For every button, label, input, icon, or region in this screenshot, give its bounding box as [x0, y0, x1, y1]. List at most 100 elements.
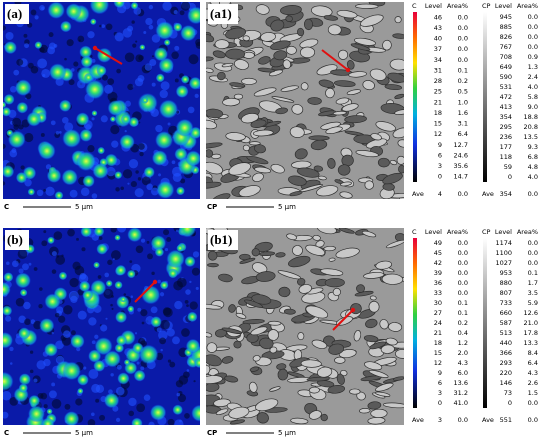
speckle: [51, 382, 56, 387]
grain: [365, 318, 378, 329]
grain: [328, 257, 336, 262]
grain: [252, 129, 274, 137]
speckle: [70, 330, 76, 336]
hot-spot: [180, 24, 197, 42]
legend-element: C: [412, 228, 417, 236]
speckle: [59, 131, 62, 134]
hot-spot: [172, 404, 183, 416]
speckle: [179, 10, 185, 16]
hot-spot: [105, 279, 113, 288]
hot-spot: [180, 75, 190, 84]
speckle: [181, 328, 190, 337]
legend-level-header: Level: [425, 2, 442, 10]
grain: [336, 373, 345, 385]
grain: [225, 48, 246, 60]
speckle: [56, 255, 59, 258]
legend-level: 587: [500, 319, 512, 327]
legend-level: 885: [500, 23, 512, 31]
grain: [316, 185, 339, 197]
grain: [308, 386, 320, 394]
hot-spot: [184, 255, 196, 268]
speckle: [95, 398, 100, 403]
grain: [338, 349, 357, 359]
grain: [297, 332, 305, 341]
speckle: [146, 183, 153, 191]
hot-spot: [41, 417, 55, 425]
grain: [395, 349, 404, 359]
hot-spot: [7, 130, 26, 149]
hot-spot: [178, 228, 197, 238]
hot-spot: [3, 272, 14, 283]
legend-level: 0: [438, 399, 442, 407]
hot-spot: [27, 188, 36, 196]
grain: [392, 127, 404, 139]
legend-area: 0.0: [458, 13, 468, 21]
hot-spot: [185, 150, 200, 167]
speckle: [104, 272, 110, 278]
legend-area: 0.0: [458, 24, 468, 32]
hot-spot: [28, 394, 41, 407]
speckle: [141, 321, 145, 325]
legend-area: 0.1: [458, 309, 468, 317]
hot-spot: [167, 268, 178, 279]
speckle: [116, 364, 122, 370]
grain: [206, 149, 214, 158]
grain: [346, 60, 355, 70]
speckle: [64, 57, 67, 61]
speckle: [122, 169, 133, 179]
speckle: [72, 261, 81, 270]
legend-ave-area: 0.0: [528, 416, 538, 424]
grain: [206, 161, 224, 175]
legend-level: 33: [434, 289, 442, 297]
panel-label: (b1): [210, 232, 232, 247]
hot-spot: [47, 2, 65, 19]
legend-area: 0.2: [458, 77, 468, 85]
grain: [375, 260, 392, 270]
map-element: CP: [207, 203, 217, 211]
speckle: [174, 419, 184, 425]
speckle: [186, 304, 189, 307]
grain: [283, 308, 296, 315]
hot-spot: [18, 383, 29, 393]
speckle: [55, 255, 66, 265]
legend-level: 236: [500, 133, 512, 141]
speckle: [55, 340, 64, 350]
speckle: [185, 289, 191, 295]
legend-level: 21: [434, 98, 442, 106]
grain: [228, 162, 252, 176]
hot-spot: [163, 39, 171, 46]
grain: [360, 14, 384, 27]
speckle: [66, 39, 74, 47]
legend-area: 6.0: [458, 369, 468, 377]
hot-spot: [187, 311, 198, 323]
map: [206, 228, 404, 425]
grain: [339, 191, 353, 199]
speckle: [16, 58, 24, 66]
grain: [368, 369, 389, 378]
grain: [363, 271, 385, 279]
grain: [311, 5, 333, 17]
hot-spot: [185, 338, 200, 354]
legend-level: 472: [500, 93, 512, 101]
grain: [206, 354, 222, 367]
speckle: [69, 277, 79, 288]
grain: [269, 346, 278, 354]
speckle: [167, 359, 172, 363]
speckle: [110, 250, 121, 260]
speckle: [11, 260, 19, 268]
map-element: CP: [207, 429, 217, 437]
hot-spot: [77, 373, 89, 386]
grain: [259, 337, 274, 350]
legend-area: 4.0: [528, 83, 538, 91]
speckle: [160, 319, 170, 330]
grain: [364, 361, 383, 371]
hot-spot: [18, 327, 31, 340]
speckle: [180, 178, 186, 184]
grain: [267, 320, 282, 326]
legend-ave: 551: [500, 416, 512, 424]
speckle: [135, 170, 139, 174]
legend-area: 12.7: [454, 141, 468, 149]
speckle: [23, 33, 28, 38]
grain: [385, 337, 398, 346]
legend-level: 39: [434, 269, 442, 277]
